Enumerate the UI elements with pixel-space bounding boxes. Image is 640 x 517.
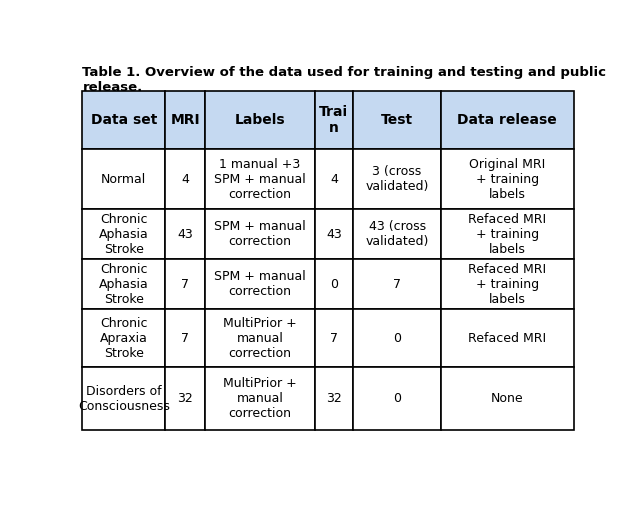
Bar [353,309,441,367]
Text: Normal: Normal [101,173,147,186]
Bar [353,92,441,149]
Text: Refaced MRI: Refaced MRI [468,331,547,345]
Text: Data set: Data set [91,113,157,127]
Bar [205,92,315,149]
Text: SPM + manual
correction: SPM + manual correction [214,270,306,298]
Text: 4: 4 [330,173,338,186]
Text: 3 (cross
validated): 3 (cross validated) [365,165,429,193]
Bar [353,367,441,430]
Bar [441,92,573,149]
Bar [165,209,205,259]
Bar [315,149,353,209]
Bar [205,367,315,430]
Bar [315,92,353,149]
Text: Labels: Labels [235,113,285,127]
Bar [315,367,353,430]
Text: MRI: MRI [170,113,200,127]
Text: MultiPrior +
manual
correction: MultiPrior + manual correction [223,316,297,360]
Bar [83,149,165,209]
Text: None: None [491,392,524,405]
Text: 32: 32 [177,392,193,405]
Bar [441,149,573,209]
Bar [441,209,573,259]
Text: Trai
n: Trai n [319,105,348,135]
Text: 43 (cross
validated): 43 (cross validated) [365,220,429,248]
Text: 43: 43 [177,227,193,240]
Text: 32: 32 [326,392,342,405]
Text: SPM + manual
correction: SPM + manual correction [214,220,306,248]
Bar [165,367,205,430]
Text: 1 manual +3
SPM + manual
correction: 1 manual +3 SPM + manual correction [214,158,306,201]
Bar [83,309,165,367]
Text: Chronic
Aphasia
Stroke: Chronic Aphasia Stroke [99,263,148,306]
Bar [165,92,205,149]
Bar [83,367,165,430]
Text: Disorders of
Consciousness: Disorders of Consciousness [78,385,170,413]
Text: Chronic
Aphasia
Stroke: Chronic Aphasia Stroke [99,212,148,255]
Text: release.: release. [83,81,143,94]
Bar [165,259,205,309]
Text: Refaced MRI
+ training
labels: Refaced MRI + training labels [468,212,547,255]
Bar [165,309,205,367]
Bar [353,209,441,259]
Bar [441,367,573,430]
Text: 0: 0 [330,278,338,291]
Bar [83,92,165,149]
Text: Data release: Data release [458,113,557,127]
Bar [205,209,315,259]
Text: Test: Test [381,113,413,127]
Bar [205,149,315,209]
Bar [205,309,315,367]
Bar [441,259,573,309]
Text: 7: 7 [393,278,401,291]
Text: MultiPrior +
manual
correction: MultiPrior + manual correction [223,377,297,420]
Bar [315,209,353,259]
Text: Original MRI
+ training
labels: Original MRI + training labels [469,158,545,201]
Text: 7: 7 [181,278,189,291]
Text: Refaced MRI
+ training
labels: Refaced MRI + training labels [468,263,547,306]
Text: 4: 4 [181,173,189,186]
Bar [353,259,441,309]
Text: 0: 0 [393,392,401,405]
Text: 43: 43 [326,227,342,240]
Bar [205,259,315,309]
Text: 7: 7 [181,331,189,345]
Bar [441,309,573,367]
Text: 7: 7 [330,331,338,345]
Bar [83,209,165,259]
Bar [165,149,205,209]
Text: 0: 0 [393,331,401,345]
Bar [353,149,441,209]
Text: Chronic
Apraxia
Stroke: Chronic Apraxia Stroke [100,316,148,360]
Text: Table 1. Overview of the data used for training and testing and public: Table 1. Overview of the data used for t… [83,66,607,79]
Bar [315,309,353,367]
Bar [315,259,353,309]
Bar [83,259,165,309]
